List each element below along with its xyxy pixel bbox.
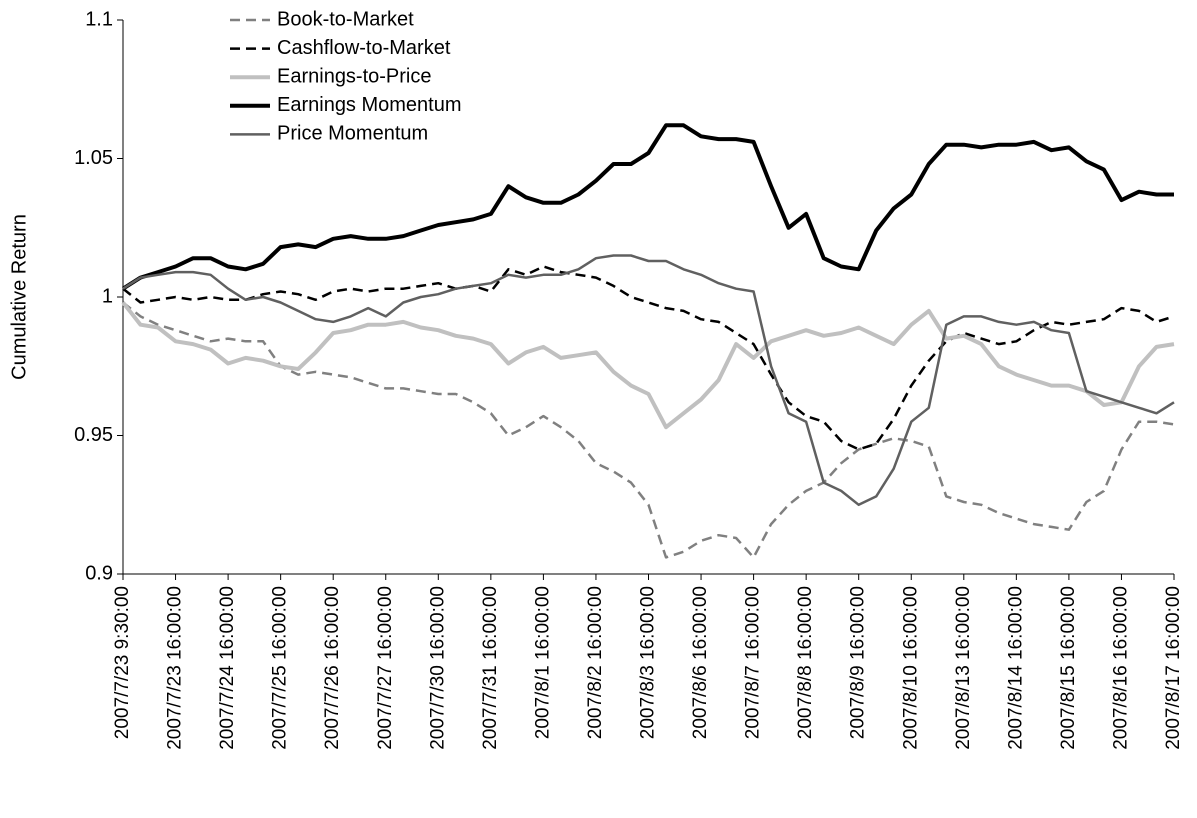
x-tick-label: 2007/7/23 9:30:00 (112, 586, 133, 739)
x-tick-label: 2007/8/14 16:00:00 (1005, 586, 1026, 750)
legend-label: Price Momentum (277, 123, 428, 145)
series-line (122, 301, 1175, 559)
series-line (121, 301, 1175, 430)
x-tick-label: 2007/8/7 16:00:00 (743, 586, 764, 739)
series-line (122, 265, 1175, 451)
legend-label: Book-to-Market (277, 8, 414, 30)
y-tick-label: 1.05 (74, 147, 113, 169)
series-line (122, 254, 1175, 507)
x-tick-label: 2007/8/9 16:00:00 (848, 586, 869, 739)
y-tick-label: 0.95 (74, 424, 113, 446)
x-tick-label: 2007/7/25 16:00:00 (270, 586, 291, 750)
x-tick-label: 2007/7/30 16:00:00 (427, 586, 448, 750)
y-tick-label: 0.9 (85, 562, 113, 584)
legend-label: Earnings Momentum (277, 94, 462, 116)
x-tick-label: 2007/8/15 16:00:00 (1058, 586, 1079, 750)
y-tick-label: 1.1 (85, 8, 113, 30)
x-tick-label: 2007/8/1 16:00:00 (532, 586, 553, 739)
x-tick-label: 2007/8/16 16:00:00 (1110, 586, 1131, 750)
x-tick-label: 2007/7/26 16:00:00 (322, 586, 343, 750)
x-tick-label: 2007/7/27 16:00:00 (375, 586, 396, 750)
legend-label: Cashflow-to-Market (277, 37, 451, 59)
x-tick-label: 2007/8/13 16:00:00 (953, 586, 974, 750)
x-tick-label: 2007/8/3 16:00:00 (638, 586, 659, 739)
x-tick-label: 2007/8/17 16:00:00 (1163, 586, 1184, 750)
y-tick-label: 1 (102, 285, 113, 307)
legend-label: Earnings-to-Price (277, 65, 432, 87)
x-tick-label: 2007/7/31 16:00:00 (480, 586, 501, 750)
x-tick-label: 2007/7/23 16:00:00 (165, 586, 186, 750)
x-tick-label: 2007/8/6 16:00:00 (690, 586, 711, 739)
x-tick-label: 2007/8/2 16:00:00 (585, 586, 606, 739)
x-tick-label: 2007/7/24 16:00:00 (217, 586, 238, 750)
y-axis-label: Cumulative Return (8, 214, 30, 380)
x-tick-label: 2007/8/8 16:00:00 (795, 586, 816, 739)
series-line (121, 123, 1174, 291)
x-tick-label: 2007/8/10 16:00:00 (900, 586, 921, 750)
